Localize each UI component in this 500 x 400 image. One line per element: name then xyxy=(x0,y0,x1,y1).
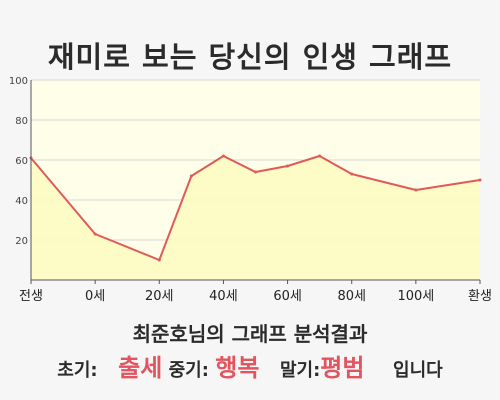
life-point xyxy=(414,188,418,192)
late-label: 말기: xyxy=(279,360,321,381)
x-tick-label: 20세 xyxy=(145,289,174,304)
y-tick-label: 80 xyxy=(15,116,28,127)
life-area-fill xyxy=(31,156,480,280)
life-point xyxy=(254,170,257,174)
life-point xyxy=(157,258,161,262)
analysis-summary: 최준호님의 그래프 분석결과 xyxy=(132,322,368,346)
mid-value: 행복 xyxy=(215,354,260,382)
page-title: 재미로 보는 당신의 인생 그래프 xyxy=(47,40,453,74)
life-point xyxy=(286,164,290,168)
y-tick-label: 40 xyxy=(15,196,28,207)
mid-label: 중기: xyxy=(168,360,209,381)
life-point xyxy=(189,174,193,178)
verdict-ending: 입니다 xyxy=(393,360,443,381)
y-tick-label: 20 xyxy=(15,236,28,247)
y-tick-label: 100 xyxy=(9,76,28,87)
x-tick-label: 80세 xyxy=(337,289,366,304)
life-point xyxy=(93,232,97,236)
x-tick-label: 60세 xyxy=(273,289,302,304)
life-point xyxy=(350,172,354,176)
analysis-verdict: 초기: 출세 중기: 행복 말기:평범 입니다 xyxy=(0,348,500,383)
x-tick-label: 100세 xyxy=(397,289,434,304)
x-tick-label: 0세 xyxy=(85,289,105,304)
life-point xyxy=(318,154,322,158)
x-tick-label: 환생 xyxy=(468,289,492,304)
x-tick-label: 전생 xyxy=(19,289,43,304)
early-value: 출세 xyxy=(118,354,163,382)
early-label: 초기: xyxy=(57,360,98,381)
life-point xyxy=(221,154,225,158)
y-tick-label: 60 xyxy=(15,156,28,167)
life-point xyxy=(478,178,482,182)
x-tick-label: 40세 xyxy=(209,289,238,304)
late-value: 평범 xyxy=(320,354,365,382)
